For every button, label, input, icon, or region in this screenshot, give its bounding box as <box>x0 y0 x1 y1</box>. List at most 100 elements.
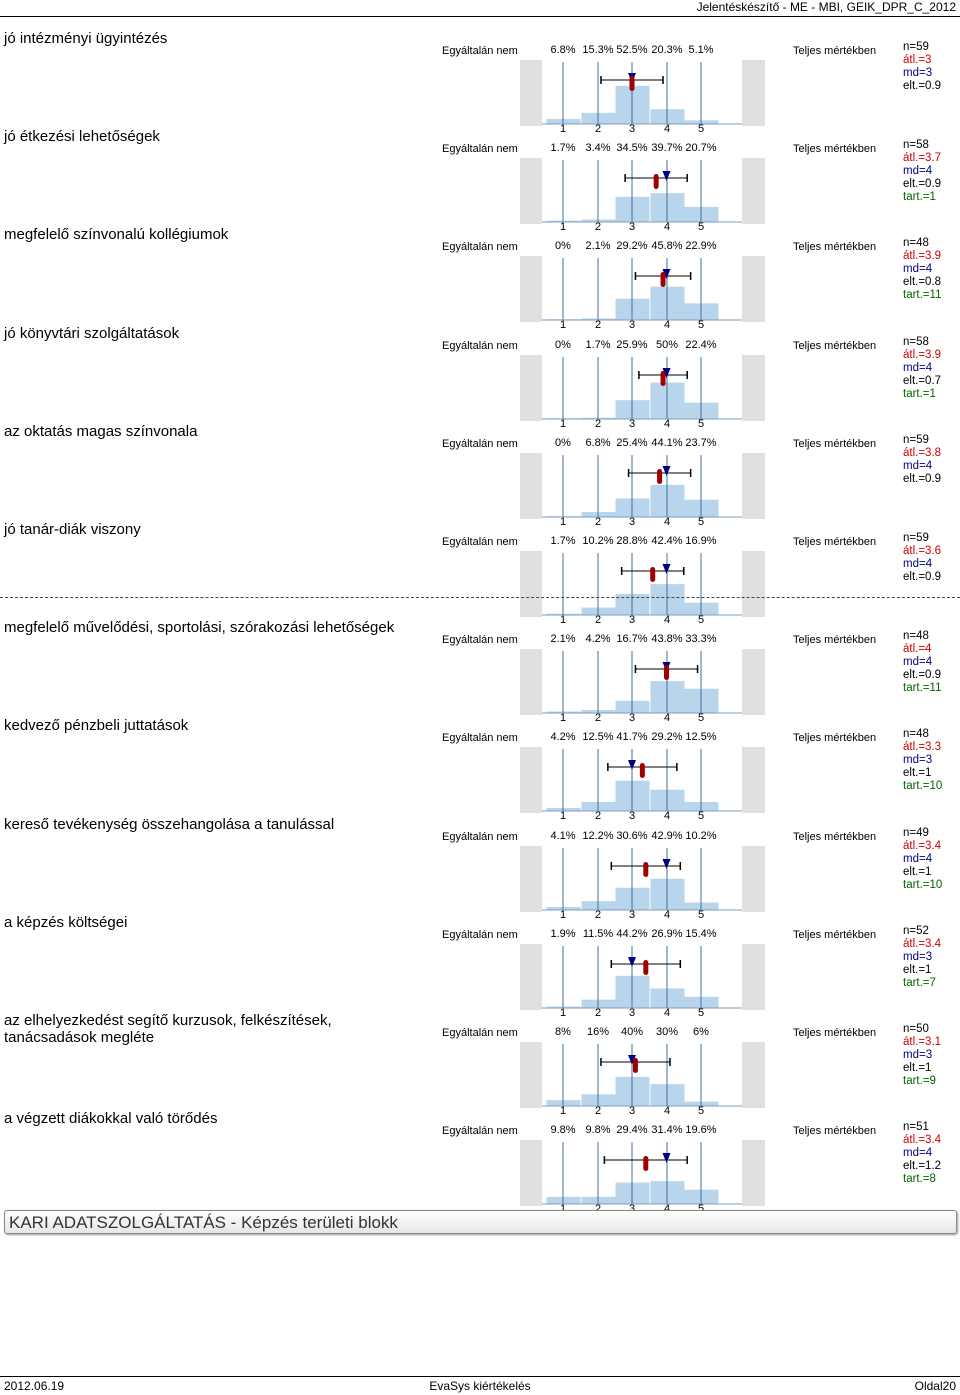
stat-mean: átl.=3.9 <box>903 348 942 361</box>
chart-side-panel <box>742 649 765 716</box>
median-marker <box>628 760 636 771</box>
mean-marker <box>643 959 649 975</box>
scale-left-label: Egyáltalán nem <box>442 732 518 745</box>
tick-label: 5 <box>698 418 704 427</box>
scale-left-label: Egyáltalán nem <box>442 536 518 548</box>
chart-side-panel <box>742 845 765 912</box>
mean-marker <box>653 174 659 190</box>
stat-mean: átl.=3.4 <box>903 839 942 852</box>
footer-divider <box>0 1376 960 1377</box>
median-marker <box>662 1153 671 1164</box>
chart-side-panel <box>742 452 765 519</box>
stat-n: n=48 <box>903 728 929 741</box>
tick-label: 2 <box>595 712 601 721</box>
scale-right-label: Teljes mértékben <box>793 928 877 941</box>
stat-sd: elt.=0.8 <box>903 276 942 289</box>
tick-label: 4 <box>664 1203 670 1212</box>
mean-marker <box>657 468 663 484</box>
stat-n: n=59 <box>903 433 929 446</box>
stat-abstain: tart.=8 <box>903 1173 936 1186</box>
tick-label: 1 <box>560 319 566 328</box>
tick-label: 4 <box>664 1105 670 1114</box>
percent-label: 1.7% <box>550 142 575 154</box>
stat-mean: átl.=3.3 <box>903 741 942 754</box>
tick-label: 4 <box>664 123 670 132</box>
percent-label: 29.2% <box>651 731 682 743</box>
percent-label: 4.2% <box>585 633 610 645</box>
median-marker <box>662 564 671 574</box>
tick-label: 1 <box>560 909 566 918</box>
scale-right-label: Teljes mértékben <box>793 732 877 745</box>
tick-label: 3 <box>629 712 635 721</box>
mean-marker <box>643 1156 649 1172</box>
scale-left-label: Egyáltalán nem <box>442 143 518 156</box>
percent-label: 25.4% <box>616 437 647 449</box>
tick-label: 2 <box>595 123 601 132</box>
stat-abstain: tart.=10 <box>903 878 943 891</box>
tick-label: 4 <box>664 319 670 328</box>
survey-item: jó intézményi ügyintézés Egyáltalán nem Te… <box>0 30 960 132</box>
stat-abstain: tart.=7 <box>903 976 936 989</box>
median-marker <box>662 858 671 869</box>
stat-mean: átl.=3.1 <box>903 1036 942 1048</box>
tick-label: 4 <box>664 1007 670 1016</box>
question-text: jó könyvtári szolgáltatások <box>4 324 180 342</box>
percent-label: 10.2% <box>685 830 716 842</box>
tick-label: 3 <box>629 221 635 230</box>
stat-sd: elt.=1.2 <box>903 1160 942 1173</box>
distribution-chart: 0% 2.1% 29.2% 45.8% 22.9% 1 2 3 4 5 <box>520 240 765 328</box>
scale-left-label: Egyáltalán nem <box>442 830 518 843</box>
percent-label: 6.8% <box>585 437 610 449</box>
distribution-chart: 1.9% 11.5% 44.2% 26.9% 15.4% 1 2 3 4 5 <box>520 928 765 1016</box>
chart-side-panel <box>520 158 542 225</box>
tick-label: 5 <box>698 319 704 328</box>
tick-label: 4 <box>664 418 670 427</box>
chart-side-panel <box>520 1042 542 1108</box>
median-marker <box>662 171 671 182</box>
mean-marker <box>643 861 649 877</box>
tick-label: 3 <box>629 1007 635 1016</box>
scale-right-label: Teljes mértékben <box>793 437 877 450</box>
stats-block: n=50 átl.=3.1 md=3 elt.=1 tart.=9 <box>903 1023 941 1088</box>
tick-label: 4 <box>664 516 670 525</box>
scale-left-label: Egyáltalán nem <box>442 634 518 647</box>
stat-mean: átl.=3.4 <box>903 937 942 950</box>
survey-item: a képzés költségei Egyáltalán nem Teljes m… <box>0 913 960 1016</box>
stat-abstain: tart.=11 <box>903 289 942 302</box>
chart-side-panel <box>520 354 542 421</box>
scale-right-label: Teljes mértékben <box>793 45 877 57</box>
survey-item: megfelelő művelődési, sportolási, szórak… <box>0 619 960 721</box>
stat-sd: elt.=1 <box>903 963 932 976</box>
chart-side-panel <box>742 1140 765 1207</box>
tick-label: 5 <box>698 123 704 132</box>
distribution-chart: 4.2% 12.5% 41.7% 29.2% 12.5%1 2 3 4 5 <box>520 731 765 819</box>
percent-label: 30.6% <box>616 830 647 842</box>
stat-sd: elt.=0.9 <box>903 669 942 682</box>
percent-label: 41.7% <box>616 731 647 743</box>
percent-label: 30% <box>656 1026 678 1038</box>
percent-label: 6.8% <box>550 44 575 56</box>
stat-sd: elt.=1 <box>903 865 932 878</box>
stat-abstain: tart.=9 <box>903 1075 936 1087</box>
tick-label: 2 <box>595 319 601 328</box>
stat-mean: átl.=3.9 <box>903 250 942 263</box>
stat-median: md=4 <box>903 1147 933 1160</box>
stat-median: md=3 <box>903 950 933 963</box>
survey-item: a végzett diákokkal való törődés Egyáltal… <box>0 1110 960 1212</box>
distribution-chart: 0% 1.7% 25.9% 50% 22.4% 1 2 3 4 5 <box>520 339 765 427</box>
tick-label: 2 <box>595 1105 601 1114</box>
tick-label: 2 <box>595 1203 601 1212</box>
stats-block: n=58 átl.=3.9 md=4 elt.=0.7 tart.=1 <box>903 336 941 401</box>
stat-sd: elt.=0.9 <box>903 178 942 191</box>
chart-side-panel <box>520 551 542 617</box>
stat-median: md=4 <box>903 852 933 865</box>
median-marker <box>628 956 636 967</box>
question-text: a képzés költségei <box>4 913 128 931</box>
tick-label: 5 <box>698 909 704 918</box>
stats-block: n=58 átl.=3.7 md=4 elt.=0.9 tart.=1 <box>903 139 941 204</box>
percent-label: 9.8% <box>585 1124 610 1136</box>
stat-n: n=59 <box>903 41 929 53</box>
stats-block: n=49 átl.=3.4 md=4 elt.=1 tart.=10 <box>903 827 942 892</box>
median-marker <box>662 269 671 280</box>
percent-label: 20.3% <box>651 44 682 56</box>
